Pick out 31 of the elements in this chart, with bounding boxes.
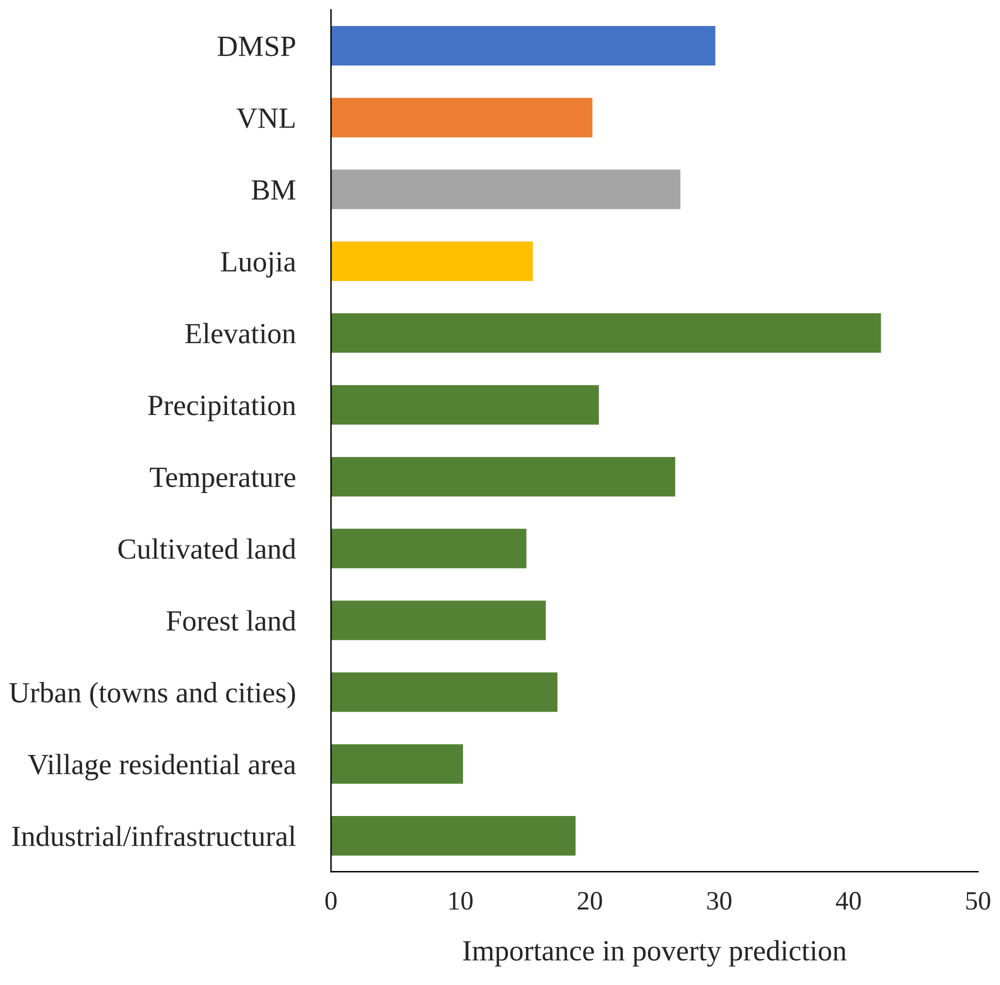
- y-tick-label: Elevation: [185, 322, 296, 344]
- x-tick-label: 50: [966, 892, 990, 910]
- bar: [331, 528, 526, 568]
- bar: [331, 313, 881, 353]
- y-tick-label: BM: [252, 180, 296, 200]
- y-tick-label: Precipitation: [148, 396, 296, 422]
- y-tick-label: DMSP: [218, 36, 296, 56]
- bar: [331, 241, 533, 281]
- x-tick-label: 40: [836, 892, 861, 910]
- x-tick-label: 10: [450, 892, 473, 910]
- x-axis-title: Importance in poverty prediction: [463, 940, 846, 967]
- bar: [331, 26, 716, 66]
- bar: [331, 672, 558, 712]
- x-tick-label: 0: [325, 892, 337, 910]
- y-tick-label: VNL: [236, 108, 295, 128]
- bar: [331, 385, 599, 425]
- y-tick-label: Luojia: [220, 252, 296, 278]
- bar: [331, 816, 576, 856]
- bar: [331, 456, 676, 496]
- bar: [331, 98, 592, 138]
- x-tick-label: 20: [578, 892, 602, 910]
- y-tick-label: Temperature: [150, 468, 296, 494]
- y-tick-label: Industrial/infrastructural: [12, 825, 296, 846]
- bar: [331, 744, 463, 784]
- x-tick-label: 30: [707, 892, 732, 910]
- y-tick-label: Cultivated land: [118, 538, 296, 559]
- y-tick-label: Forest land: [166, 610, 296, 631]
- y-tick-label: Village residential area: [28, 754, 296, 780]
- bar: [331, 600, 546, 640]
- y-tick-label: Urban (towns and cities): [9, 682, 295, 708]
- bar: [331, 170, 680, 210]
